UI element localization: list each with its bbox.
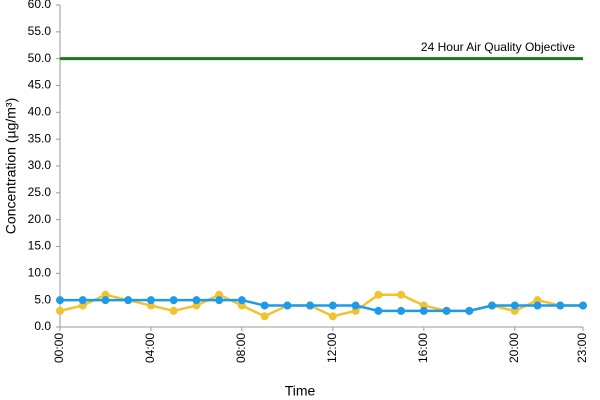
y-tick-label: 40.0 [28,105,52,119]
x-tick-label: 23:00 [575,333,589,363]
data-point [328,301,337,310]
data-point [283,301,292,310]
data-point [397,306,406,315]
data-point [374,290,383,299]
objective-label: 24 Hour Air Quality Objective [421,40,575,54]
y-tick-label: 35.0 [28,131,52,145]
data-point [306,301,315,310]
x-tick-label: 12:00 [325,333,339,363]
y-tick-label: 30.0 [28,158,52,172]
data-point [56,296,64,305]
y-tick-label: 45.0 [28,78,52,92]
data-point [510,301,519,310]
x-tick-label: 20:00 [507,333,521,363]
y-tick-label: 5.0 [34,292,51,306]
y-tick-label: 20.0 [28,212,52,226]
data-point [124,296,133,305]
y-tick-label: 10.0 [28,266,52,280]
data-point [101,296,110,305]
data-point [579,301,587,310]
data-point [260,312,269,321]
data-point [78,296,87,305]
data-point [56,306,64,315]
data-point [556,301,565,310]
data-point [169,296,178,305]
y-tick-label: 15.0 [28,239,52,253]
x-tick-label: 16:00 [416,333,430,363]
y-tick-label: 55.0 [28,24,52,38]
data-point [351,301,360,310]
x-tick-label: 00:00 [52,333,66,363]
data-point [442,306,451,315]
y-tick-label: 50.0 [28,51,52,65]
data-point [465,306,474,315]
data-point [328,312,337,321]
data-point [146,296,155,305]
y-tick-label: 25.0 [28,185,52,199]
x-axis-label: Time [285,383,316,399]
y-axis-label: Concentration (µg/m³) [3,98,19,234]
data-point [169,306,178,315]
data-point [533,301,542,310]
data-point [419,306,428,315]
data-point [488,301,497,310]
data-point [237,296,246,305]
x-tick-label: 04:00 [143,333,157,363]
y-tick-label: 60.0 [28,0,52,11]
data-point [215,296,224,305]
data-point [260,301,269,310]
y-tick-label: 0.0 [34,319,51,333]
data-point [374,306,383,315]
x-tick-label: 08:00 [234,333,248,363]
data-point [397,290,406,299]
data-point [192,296,201,305]
